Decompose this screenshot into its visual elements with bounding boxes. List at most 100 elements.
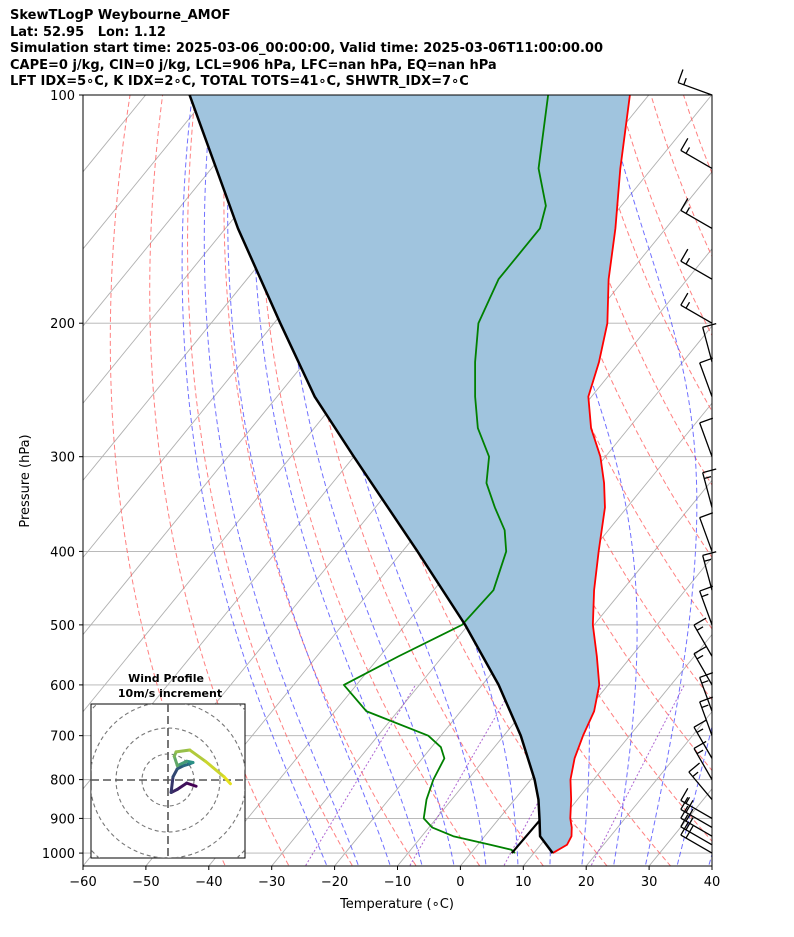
barb-staff bbox=[702, 327, 713, 363]
dry-adiabat-line bbox=[682, 95, 712, 175]
barb-flag bbox=[692, 771, 699, 778]
barb-flag bbox=[704, 558, 712, 562]
barb-flag bbox=[688, 762, 701, 773]
wind-barb bbox=[680, 248, 713, 280]
index-line: LFT IDX=5∘C, K IDX=2∘C, TOTAL TOTS=41∘C,… bbox=[10, 74, 469, 90]
x-tick-label: 10 bbox=[515, 875, 532, 890]
moist-adiabat-line bbox=[279, 95, 455, 866]
barb-staff bbox=[680, 834, 713, 854]
barb-flag bbox=[680, 787, 689, 801]
barb-flag bbox=[702, 322, 717, 328]
barb-flag bbox=[680, 248, 689, 262]
barb-flag bbox=[693, 617, 707, 626]
isotherm-line bbox=[396, 479, 712, 866]
barb-flag bbox=[699, 417, 714, 424]
hodograph-area bbox=[91, 704, 245, 858]
dry-adiabat-line bbox=[774, 78, 794, 872]
moist-adiabat-line bbox=[604, 95, 698, 866]
x-tick-label: 20 bbox=[578, 875, 595, 890]
wind-barb bbox=[680, 796, 713, 828]
dewpoint-line bbox=[342, 95, 550, 854]
barb-flag bbox=[685, 207, 691, 214]
isotherm-line bbox=[334, 402, 712, 866]
moist-adiabat-line bbox=[346, 95, 519, 866]
barb-flag bbox=[693, 646, 707, 655]
y-tick-label: 800 bbox=[50, 774, 75, 789]
isotherm-line bbox=[83, 95, 210, 250]
barb-flag bbox=[699, 512, 714, 519]
wind-barb bbox=[680, 292, 713, 324]
y-tick-label: 600 bbox=[50, 679, 75, 694]
title-line: SkewTLogP Weybourne_AMOF bbox=[10, 8, 231, 23]
time-line: Simulation start time: 2025-03-06_00:00:… bbox=[10, 41, 603, 57]
wind-barb bbox=[699, 357, 714, 397]
wind-barb bbox=[680, 198, 713, 230]
barb-flag bbox=[693, 740, 707, 750]
barb-flag bbox=[704, 476, 712, 480]
barb-flag bbox=[680, 796, 689, 810]
moist-adiabat-line bbox=[227, 95, 391, 866]
parcel-path-line bbox=[188, 95, 554, 854]
moist-adiabat-line bbox=[676, 724, 712, 866]
location-line: Lat: 52.95 Lon: 1.12 bbox=[10, 24, 166, 40]
hodograph-segment bbox=[169, 775, 175, 794]
barb-flag bbox=[677, 69, 684, 83]
hodograph-segment bbox=[222, 775, 232, 786]
moist-adiabat-line bbox=[181, 95, 328, 866]
cape-line: CAPE=0 j/kg, CIN=0 j/kg, LCL=906 hPa, LF… bbox=[10, 57, 497, 73]
moist-adiabat-line bbox=[252, 95, 423, 866]
mixing-ratio-line bbox=[590, 684, 685, 866]
cin-shading bbox=[189, 95, 630, 854]
barb-staff bbox=[699, 422, 713, 457]
x-tick-label: 30 bbox=[641, 875, 658, 890]
wind-barb bbox=[680, 787, 713, 819]
barb-staff bbox=[680, 149, 713, 170]
axes: −60 −50 −40 −30 −20 −10 0 10 20 30 40 100 200 300 400 5… bbox=[42, 89, 720, 890]
wind-barb bbox=[699, 585, 714, 626]
dry-adiabat-line bbox=[742, 78, 794, 872]
wind-barb bbox=[693, 719, 713, 759]
x-tick-label: −10 bbox=[384, 875, 411, 890]
moist-adiabat-line bbox=[203, 95, 360, 866]
y-tick-label: 300 bbox=[50, 451, 75, 466]
y-tick-label: 1000 bbox=[42, 847, 75, 862]
wind-barb bbox=[702, 551, 717, 591]
x-axis-label: Temperature (∘C) bbox=[339, 897, 454, 912]
barb-flag bbox=[696, 626, 704, 631]
dry-adiabat-line bbox=[520, 95, 712, 559]
barb-flag bbox=[701, 593, 709, 598]
isotherm-line bbox=[585, 711, 712, 866]
barb-staff bbox=[680, 304, 713, 324]
wind-barb bbox=[693, 617, 713, 657]
x-tick-label: −40 bbox=[195, 875, 222, 890]
hodograph-title: Wind Profile bbox=[128, 672, 204, 685]
x-tick-label: −50 bbox=[132, 875, 159, 890]
wind-barb bbox=[699, 696, 714, 736]
header: SkewTLogP Weybourne_AMOF Lat: 52.95 Lon:… bbox=[10, 8, 603, 91]
wind-barb bbox=[688, 762, 713, 800]
barb-flag bbox=[685, 797, 691, 804]
barb-staff bbox=[680, 260, 713, 280]
barb-flag bbox=[685, 301, 691, 309]
x-tick-label: −20 bbox=[321, 875, 348, 890]
barb-flag bbox=[693, 719, 707, 728]
x-tick-label: 0 bbox=[456, 875, 464, 890]
wind-barb bbox=[677, 69, 713, 96]
y-tick-label: 200 bbox=[50, 317, 75, 332]
dry-adiabat-line bbox=[223, 95, 417, 866]
hodograph-segment bbox=[175, 781, 189, 791]
wind-barb bbox=[699, 512, 714, 552]
barb-staff bbox=[699, 362, 713, 397]
isotherm-line bbox=[83, 95, 84, 96]
wind-barb bbox=[693, 646, 713, 686]
dry-adiabat-line bbox=[149, 95, 290, 866]
isotherm-line bbox=[711, 865, 712, 866]
moist-adiabat-line bbox=[513, 95, 638, 866]
isotherm-line bbox=[648, 788, 712, 866]
isotherm-line bbox=[522, 633, 712, 866]
dry-adiabat-line bbox=[187, 95, 354, 866]
barb-staff bbox=[699, 517, 713, 552]
wind-barb bbox=[702, 468, 717, 508]
hodograph-segment bbox=[203, 759, 226, 779]
temperature-line bbox=[552, 95, 631, 854]
